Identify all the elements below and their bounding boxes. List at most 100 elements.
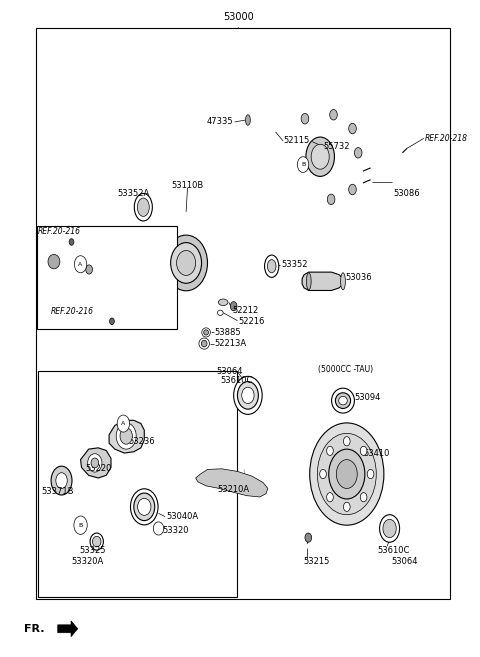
Text: 53410: 53410	[363, 449, 389, 457]
Circle shape	[317, 434, 376, 514]
Ellipse shape	[137, 198, 149, 216]
Text: 53094: 53094	[354, 393, 381, 402]
Text: 53236: 53236	[128, 437, 155, 445]
Text: 52216: 52216	[238, 317, 264, 327]
Text: 47335: 47335	[207, 118, 234, 127]
Polygon shape	[196, 469, 268, 497]
Circle shape	[330, 110, 337, 120]
Circle shape	[360, 446, 367, 455]
Text: A: A	[78, 261, 83, 267]
Circle shape	[329, 449, 365, 499]
Text: 53610C: 53610C	[221, 376, 253, 386]
Ellipse shape	[153, 522, 164, 535]
Ellipse shape	[380, 514, 399, 542]
Polygon shape	[45, 251, 72, 273]
Text: 53325: 53325	[79, 545, 106, 555]
Text: 53064: 53064	[216, 367, 242, 376]
Ellipse shape	[116, 423, 136, 449]
Ellipse shape	[341, 273, 346, 290]
Circle shape	[367, 470, 374, 479]
Text: 53110B: 53110B	[171, 181, 203, 190]
Circle shape	[320, 470, 326, 479]
Text: 53086: 53086	[394, 189, 420, 198]
Text: B: B	[78, 523, 83, 528]
Ellipse shape	[48, 254, 60, 269]
Circle shape	[348, 124, 356, 134]
FancyBboxPatch shape	[304, 356, 442, 453]
Circle shape	[117, 415, 130, 432]
Polygon shape	[302, 272, 343, 290]
Ellipse shape	[199, 338, 209, 349]
Text: 53215: 53215	[303, 556, 329, 566]
Polygon shape	[58, 621, 78, 637]
Circle shape	[74, 256, 87, 273]
Circle shape	[327, 493, 333, 502]
Ellipse shape	[134, 493, 155, 520]
Text: 53210A: 53210A	[217, 484, 250, 493]
Circle shape	[327, 446, 333, 455]
Ellipse shape	[93, 536, 101, 547]
Circle shape	[305, 533, 312, 542]
Polygon shape	[61, 242, 106, 276]
Ellipse shape	[246, 115, 250, 125]
Circle shape	[360, 493, 367, 502]
Polygon shape	[104, 212, 252, 299]
Ellipse shape	[311, 145, 329, 170]
Ellipse shape	[332, 388, 354, 413]
Text: 55732: 55732	[323, 142, 349, 150]
Circle shape	[51, 466, 72, 495]
Ellipse shape	[267, 260, 276, 273]
Text: 53352A: 53352A	[117, 189, 149, 198]
Text: 53610C: 53610C	[378, 545, 410, 555]
Ellipse shape	[242, 387, 254, 403]
Circle shape	[297, 157, 309, 173]
Text: B: B	[301, 162, 305, 167]
Ellipse shape	[131, 489, 158, 525]
Circle shape	[109, 318, 114, 325]
Polygon shape	[109, 420, 144, 453]
Circle shape	[327, 194, 335, 204]
Circle shape	[301, 114, 309, 124]
Ellipse shape	[339, 396, 347, 405]
Ellipse shape	[234, 376, 262, 415]
Ellipse shape	[165, 235, 207, 291]
Bar	[36, 28, 450, 599]
Ellipse shape	[138, 498, 151, 515]
Ellipse shape	[264, 255, 279, 277]
Ellipse shape	[91, 458, 98, 468]
Text: 53320: 53320	[162, 526, 189, 535]
Ellipse shape	[383, 519, 396, 537]
Text: 52115: 52115	[284, 137, 310, 145]
Bar	[37, 226, 177, 328]
Circle shape	[344, 437, 350, 446]
Ellipse shape	[238, 382, 258, 409]
Text: 53885: 53885	[214, 328, 241, 337]
Text: 53000: 53000	[223, 12, 254, 22]
Circle shape	[86, 265, 93, 274]
Text: A: A	[121, 421, 125, 426]
Circle shape	[354, 148, 362, 158]
Ellipse shape	[120, 428, 132, 444]
Text: 52213A: 52213A	[214, 339, 246, 348]
Circle shape	[230, 302, 237, 311]
Ellipse shape	[177, 250, 196, 275]
Text: 53352: 53352	[281, 260, 308, 269]
Ellipse shape	[134, 193, 152, 221]
Ellipse shape	[218, 299, 228, 306]
Circle shape	[69, 238, 74, 245]
Circle shape	[336, 460, 357, 488]
Ellipse shape	[201, 340, 207, 347]
Ellipse shape	[204, 330, 208, 335]
Text: 52212: 52212	[232, 306, 258, 315]
Ellipse shape	[202, 328, 210, 337]
Ellipse shape	[306, 273, 311, 290]
Text: 53064: 53064	[392, 556, 418, 566]
Ellipse shape	[171, 242, 202, 283]
Text: (5000CC -TAU): (5000CC -TAU)	[318, 365, 373, 374]
Circle shape	[56, 473, 67, 488]
Circle shape	[74, 516, 87, 534]
Text: 53320A: 53320A	[71, 556, 103, 566]
Circle shape	[348, 184, 356, 194]
Polygon shape	[281, 112, 360, 200]
Ellipse shape	[336, 393, 350, 409]
